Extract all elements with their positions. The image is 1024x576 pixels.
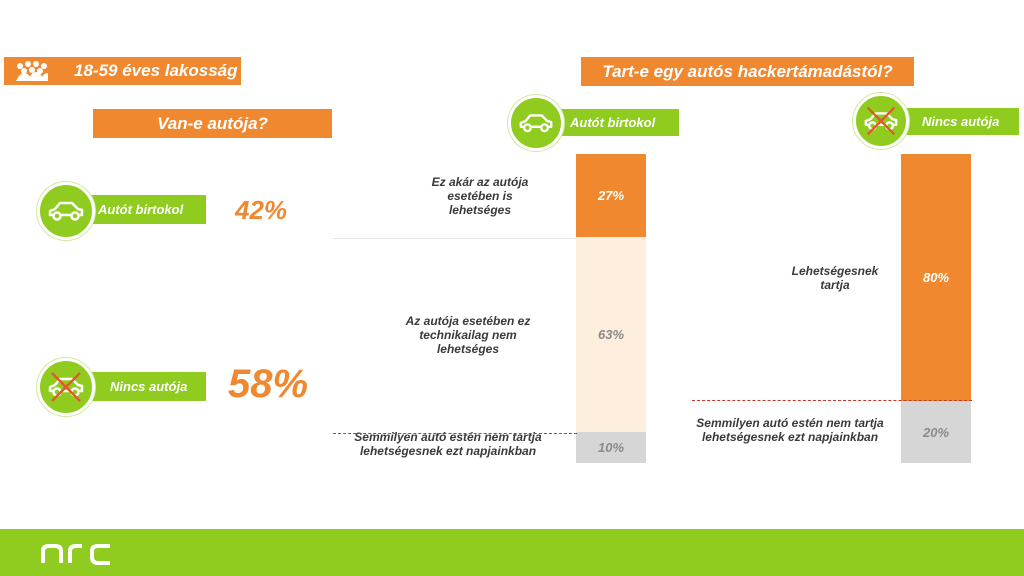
bar-segment: 10% (576, 432, 646, 463)
series-label: Ez akár az autója esetében is lehetséges (431, 174, 529, 217)
bar-segment: 20% (901, 401, 971, 463)
bar-segment: 63% (576, 237, 646, 432)
right-question-text: Tart-e egy autós hackertámadástól? (602, 61, 893, 81)
owners-car-icon-circle (508, 95, 564, 151)
bar-segment: 27% (576, 154, 646, 237)
owners-tag-label: Autót birtokol (570, 115, 656, 130)
right-question: Tart-e egy autós hackertámadástól? (581, 57, 914, 86)
dashed-separator (333, 433, 577, 434)
nonowners-car-icon-circle (853, 93, 909, 149)
people-group-icon (12, 59, 52, 83)
car-icon (517, 112, 555, 134)
population-label: 18-59 éves lakosság (74, 61, 238, 80)
left-question-text: Van-e autója? (157, 113, 268, 133)
crossed-car-icon (46, 370, 86, 404)
series-label: Lehetségesnek tartja (791, 263, 879, 292)
footer-bar (0, 529, 1024, 576)
crossed-car-icon (862, 104, 900, 138)
series-label: Az autója esetében ez technikailag nem l… (405, 313, 531, 356)
separator-line (333, 238, 577, 239)
bar-segment: 80% (901, 154, 971, 401)
owns-tag-label: Autót birtokol (98, 202, 184, 217)
car-icon (46, 200, 86, 222)
dashed-separator (692, 400, 972, 401)
owns-car-icon-circle (37, 182, 95, 240)
owns-value: 42% (235, 195, 288, 225)
series-label: Semmilyen autó estén nem tartja lehetség… (696, 416, 884, 444)
none-tag-label: Nincs autója (110, 379, 188, 394)
none-car-icon-circle (37, 358, 95, 416)
population-header: 18-59 éves lakosság (4, 57, 241, 85)
nonowners-tag-label: Nincs autója (922, 114, 1000, 129)
left-question: Van-e autója? (93, 109, 332, 138)
none-value: 58% (228, 362, 309, 406)
nrc-logo (40, 543, 112, 570)
